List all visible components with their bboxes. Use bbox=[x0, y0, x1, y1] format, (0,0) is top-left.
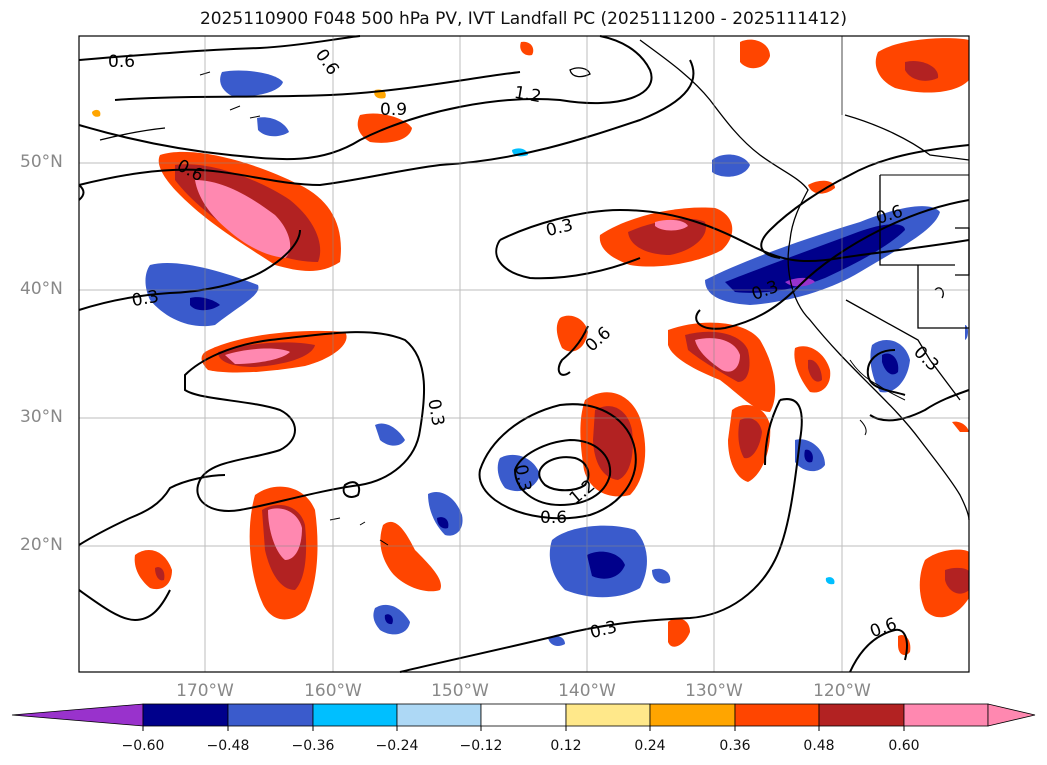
colorbar-tick-label: −0.24 bbox=[375, 738, 419, 754]
colorbar-tick-label: 0.60 bbox=[888, 738, 920, 754]
contour-label: 0.3 bbox=[423, 398, 447, 428]
contour-label: 0.6 bbox=[108, 52, 135, 72]
colorbar-bin bbox=[480, 703, 567, 727]
contour-label: 1.2 bbox=[513, 83, 543, 107]
colorbar-bin bbox=[396, 703, 482, 727]
map-border bbox=[78, 35, 970, 673]
colorbar-extend-min bbox=[11, 703, 144, 727]
colorbar-bin bbox=[227, 703, 314, 727]
colorbar-tick-label: 0.24 bbox=[634, 738, 666, 754]
colorbar-bin bbox=[142, 703, 229, 727]
lon-label: 170°W bbox=[176, 681, 234, 701]
lon-label: 160°W bbox=[304, 681, 362, 701]
colorbar-extend-max bbox=[987, 703, 1036, 727]
colorbar-tick-label: −0.48 bbox=[206, 738, 250, 754]
map-title: 2025110900 F048 500 hPa PV, IVT Landfall… bbox=[199, 9, 847, 29]
colorbar-tick-label: 0.36 bbox=[719, 738, 751, 754]
lon-label: 140°W bbox=[558, 681, 616, 701]
contour-label: 0.3 bbox=[510, 463, 534, 493]
lat-label: 50°N bbox=[20, 152, 63, 172]
colorbar-bin bbox=[818, 703, 905, 727]
colorbar bbox=[11, 703, 1036, 727]
lat-label: 30°N bbox=[20, 407, 63, 427]
colorbar-tick-label: 0.12 bbox=[550, 738, 582, 754]
lon-label: 120°W bbox=[813, 681, 871, 701]
graticule bbox=[79, 36, 969, 672]
colorbar-bin bbox=[312, 703, 398, 727]
lon-label: 150°W bbox=[431, 681, 489, 701]
lat-label: 40°N bbox=[20, 279, 63, 299]
colorbar-tick-label: −0.60 bbox=[121, 738, 165, 754]
colorbar-tick-label: −0.12 bbox=[459, 738, 503, 754]
colorbar-tick-label: −0.36 bbox=[291, 738, 335, 754]
contour-label: 0.3 bbox=[130, 287, 160, 311]
lat-label: 20°N bbox=[20, 535, 63, 555]
colorbar-bin bbox=[903, 703, 989, 727]
colorbar-bin bbox=[649, 703, 736, 727]
colorbar-tick-label: 0.48 bbox=[803, 738, 835, 754]
contour-label: 0.6 bbox=[540, 508, 567, 528]
colorbar-bin bbox=[734, 703, 820, 727]
contour-label: 0.9 bbox=[380, 100, 407, 120]
colorbar-bin bbox=[565, 703, 651, 727]
lon-label: 130°W bbox=[685, 681, 743, 701]
colorbar-ticks bbox=[142, 726, 905, 731]
